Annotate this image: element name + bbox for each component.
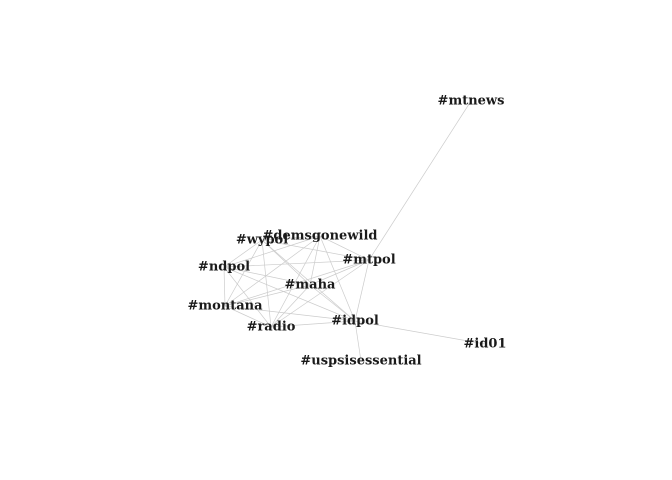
node-layer: #mtnews #demsgonewild#wypol #ndpol #mtpol #m… xyxy=(187,94,506,369)
edge-wypol-ndpol xyxy=(223,239,263,268)
edge-mtpol-montana xyxy=(224,259,370,307)
edge-demsgonewild-maha xyxy=(309,235,321,286)
edge-layer xyxy=(223,100,486,362)
edge-ndpol-maha xyxy=(223,266,311,286)
node-label-idpol: #idpol xyxy=(331,314,379,329)
node-label-montana: #montana xyxy=(187,299,263,314)
node-label-id01: #id01 xyxy=(463,337,506,352)
edge-ndpol-montana xyxy=(223,266,226,307)
edge-demsgonewild-radio xyxy=(270,235,321,328)
edge-demsgonewild-ndpol xyxy=(223,235,321,268)
edge-montana-idpol xyxy=(224,305,356,322)
node-label-mtpol: #mtpol xyxy=(342,253,395,268)
edge-wypol-idpol xyxy=(261,239,356,322)
edge-maha-idpol xyxy=(309,284,356,322)
edge-wypol-mtpol xyxy=(261,239,370,261)
edge-idpol-uspsisessential xyxy=(354,320,362,362)
edge-ndpol-radio xyxy=(223,266,272,328)
edge-maha-montana xyxy=(224,284,311,307)
edge-demsgonewild-mtpol xyxy=(319,235,370,261)
edge-ndpol-idpol xyxy=(223,266,356,322)
node-label-uspsisessential: #uspsisessential xyxy=(300,354,421,369)
edge-wypol-radio xyxy=(261,239,272,328)
edge-wypol-montana xyxy=(224,239,263,307)
edge-mtpol-maha xyxy=(309,259,370,286)
node-label-maha: #maha xyxy=(285,278,337,293)
node-label-wypol: #wypol xyxy=(236,233,288,248)
node-label-radio: #radio xyxy=(247,320,296,335)
edge-demsgonewild-wypol xyxy=(261,235,321,241)
node-label-ndpol: #ndpol xyxy=(198,260,250,275)
node-label-demsgonewild: #demsgonewild xyxy=(263,229,378,244)
edge-ndpol-mtpol xyxy=(223,259,370,268)
edge-mtnews-mtpol xyxy=(368,100,472,261)
edge-maha-radio xyxy=(270,284,311,328)
edge-idpol-id01 xyxy=(354,320,486,345)
edge-mtpol-radio xyxy=(270,259,370,328)
node-label-mtnews: #mtnews xyxy=(438,94,505,109)
edge-mtpol-idpol xyxy=(354,259,370,322)
edge-radio-idpol xyxy=(270,320,356,328)
edge-demsgonewild-idpol xyxy=(319,235,356,322)
edge-montana-radio xyxy=(224,305,272,328)
edge-wypol-maha xyxy=(261,239,311,286)
